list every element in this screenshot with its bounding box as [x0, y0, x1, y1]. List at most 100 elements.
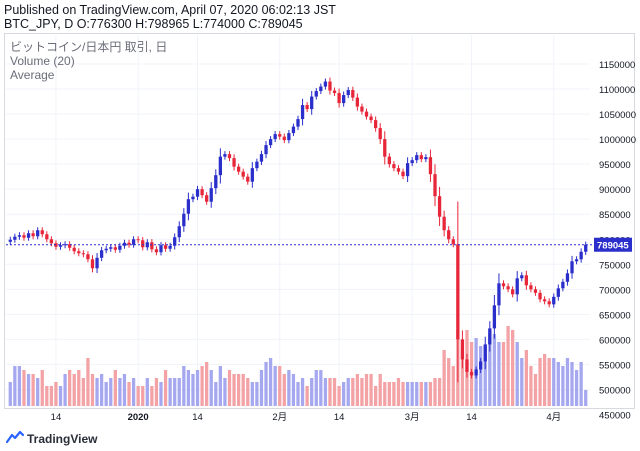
candle-body: [529, 285, 533, 290]
candle-body: [177, 226, 181, 238]
candle-body: [200, 189, 204, 196]
candle-body: [465, 359, 469, 372]
candle-body: [497, 283, 501, 306]
candle-body: [90, 259, 95, 269]
candle-body: [355, 97, 360, 107]
volume-bar: [218, 366, 223, 406]
published-info: Published on TradingView.com, April 07, …: [4, 3, 336, 17]
candle-body: [451, 239, 455, 245]
volume-bar: [268, 358, 273, 406]
volume-bar: [86, 358, 90, 406]
x-tick-label: 14: [466, 412, 477, 423]
candle-body: [109, 247, 113, 249]
candle-body: [405, 163, 410, 177]
volume-bar: [141, 386, 145, 406]
volume-bar: [8, 382, 12, 406]
candle-body: [428, 157, 433, 175]
y-tick-label: 550000: [599, 360, 631, 371]
volume-bar: [186, 370, 191, 406]
candle-body: [227, 154, 232, 159]
candle-body: [579, 251, 583, 260]
volume-bar: [291, 374, 296, 406]
candle-body: [479, 361, 483, 370]
candle-body: [474, 369, 478, 376]
candle-body: [584, 244, 588, 252]
y-tick-label: 700000: [599, 285, 631, 296]
candle-body: [328, 81, 332, 91]
candle-body: [246, 176, 250, 182]
volume-bar: [405, 382, 410, 406]
candle-body: [291, 126, 296, 134]
candle-body: [287, 133, 291, 141]
candle-body: [136, 239, 140, 241]
volume-bar: [314, 370, 318, 406]
volume-legend: Volume (20): [10, 54, 75, 68]
volume-bar: [497, 342, 501, 406]
volume-bar: [437, 378, 442, 406]
candle-body: [364, 111, 369, 117]
candle-body: [72, 247, 76, 252]
candle-body: [574, 259, 579, 262]
volume-bar: [214, 382, 218, 406]
volume-bar: [579, 362, 583, 406]
volume-bar: [419, 382, 423, 406]
candle-body: [118, 245, 122, 250]
candle-body: [319, 86, 323, 92]
volume-bar: [45, 386, 49, 406]
volume-bar: [168, 378, 172, 406]
last-price-badge: [594, 237, 632, 252]
volume-bar: [145, 378, 149, 406]
candle-body: [131, 239, 136, 245]
chart-pane[interactable]: [4, 33, 635, 409]
volume-bar: [392, 382, 396, 406]
volume-bar: [282, 374, 286, 406]
volume-bar: [479, 346, 483, 406]
volume-bar: [68, 370, 72, 406]
candle-body: [387, 156, 391, 165]
candle-body: [533, 289, 538, 293]
volume-bar: [337, 386, 341, 406]
candle-body: [565, 273, 570, 282]
x-tick-label: 14: [192, 412, 203, 423]
candle-body: [501, 283, 506, 287]
volume-bar: [529, 366, 533, 406]
candle-body: [45, 234, 49, 240]
candle-body: [223, 154, 227, 157]
volume-bar: [533, 374, 538, 406]
x-tick-label: 2月: [272, 412, 287, 423]
volume-bar: [109, 378, 113, 406]
volume-bar: [332, 378, 337, 406]
volume-bar: [81, 378, 85, 406]
candle-body: [182, 213, 186, 227]
y-tick-label: 950000: [599, 160, 631, 171]
volume-bar: [200, 366, 204, 406]
candle-body: [552, 296, 556, 305]
candle-body: [264, 145, 268, 155]
volume-bar: [136, 386, 140, 406]
candle-body: [122, 242, 127, 246]
candle-body: [250, 168, 254, 182]
candle-body: [273, 134, 277, 140]
volume-bar: [488, 334, 492, 406]
volume-bar: [538, 358, 542, 406]
candle-body: [186, 199, 191, 214]
candle-body: [241, 171, 245, 177]
volume-bar: [570, 362, 574, 406]
candle-body: [520, 275, 524, 279]
candle-body: [214, 175, 218, 189]
candle-body: [268, 139, 273, 146]
volume-bar: [122, 374, 127, 406]
tradingview-brand[interactable]: TradingView: [5, 430, 97, 447]
volume-bar: [328, 378, 332, 406]
candle-body: [314, 91, 318, 97]
candle-body: [95, 257, 99, 269]
candle-body: [524, 275, 528, 286]
candle-body: [506, 286, 510, 290]
volume-bar: [72, 374, 76, 406]
volume-bar: [232, 374, 236, 406]
candle-body: [104, 248, 108, 251]
y-tick-label: 1150000: [599, 60, 635, 71]
candle-body: [561, 281, 565, 289]
volume-bar: [40, 370, 44, 406]
